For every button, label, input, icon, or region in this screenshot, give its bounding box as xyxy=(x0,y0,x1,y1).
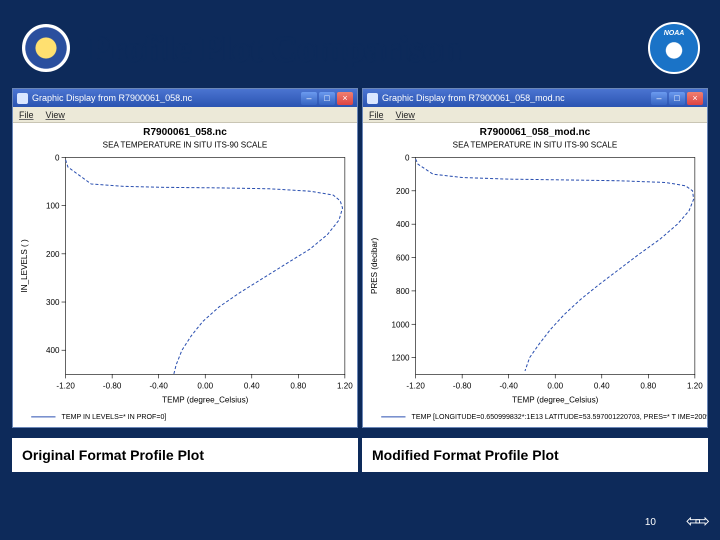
minimize-button[interactable]: – xyxy=(301,92,317,105)
svg-text:400: 400 xyxy=(46,346,60,355)
svg-text:TEMP IN LEVELS=* IN PROF=0]: TEMP IN LEVELS=* IN PROF=0] xyxy=(62,413,167,421)
svg-text:1000: 1000 xyxy=(392,320,410,329)
svg-text:SEA TEMPERATURE IN SITU ITS-90: SEA TEMPERATURE IN SITU ITS-90 SCALE xyxy=(103,140,268,149)
minimize-button[interactable]: – xyxy=(651,92,667,105)
close-button[interactable]: × xyxy=(337,92,353,105)
right-caption: Modified Format Profile Plot xyxy=(362,438,708,472)
window-app-icon xyxy=(367,93,378,104)
svg-text:IN_LEVELS ( ): IN_LEVELS ( ) xyxy=(20,239,29,292)
caption-row: Original Format Profile Plot Modified Fo… xyxy=(12,438,708,472)
svg-text:R7900061_058_mod.nc: R7900061_058_mod.nc xyxy=(480,127,591,138)
right-window-title: Graphic Display from R7900061_058_mod.nc xyxy=(382,93,647,103)
svg-text:0.00: 0.00 xyxy=(547,381,563,390)
right-plot-window: Graphic Display from R7900061_058_mod.nc… xyxy=(362,88,708,428)
svg-text:1.20: 1.20 xyxy=(687,381,703,390)
left-plot-area: R7900061_058.nc SEA TEMPERATURE IN SITU I… xyxy=(13,123,357,427)
svg-text:400: 400 xyxy=(396,220,410,229)
svg-text:0.40: 0.40 xyxy=(594,381,610,390)
svg-text:TEMP (degree_Celsius): TEMP (degree_Celsius) xyxy=(512,396,598,405)
left-caption: Original Format Profile Plot xyxy=(12,438,358,472)
svg-text:300: 300 xyxy=(46,298,60,307)
svg-text:-0.40: -0.40 xyxy=(499,381,518,390)
commerce-seal-logo xyxy=(20,22,72,74)
svg-text:R7900061_058.nc: R7900061_058.nc xyxy=(143,127,227,138)
svg-text:-0.80: -0.80 xyxy=(453,381,472,390)
svg-text:100: 100 xyxy=(46,202,60,211)
svg-text:TEMP (degree_Celsius): TEMP (degree_Celsius) xyxy=(162,396,248,405)
svg-text:200: 200 xyxy=(46,250,60,259)
maximize-button[interactable]: □ xyxy=(319,92,335,105)
svg-text:200: 200 xyxy=(396,187,410,196)
slide-title: Profile Plot Comparison xyxy=(88,28,461,70)
left-window-title: Graphic Display from R7900061_058.nc xyxy=(32,93,297,103)
left-window-titlebar[interactable]: Graphic Display from R7900061_058.nc – □… xyxy=(13,89,357,107)
menu-file[interactable]: File xyxy=(19,110,34,120)
svg-text:-1.20: -1.20 xyxy=(56,381,75,390)
noaa-logo xyxy=(648,22,700,74)
svg-text:SEA TEMPERATURE IN SITU ITS-90: SEA TEMPERATURE IN SITU ITS-90 SCALE xyxy=(453,140,618,149)
svg-text:1200: 1200 xyxy=(392,354,410,363)
svg-text:1.20: 1.20 xyxy=(337,381,353,390)
right-plot-area: R7900061_058_mod.nc SEA TEMPERATURE IN SI… xyxy=(363,123,707,427)
right-window-titlebar[interactable]: Graphic Display from R7900061_058_mod.nc… xyxy=(363,89,707,107)
nav-arrows-icon[interactable]: ⇦⇨ xyxy=(686,511,704,532)
window-app-icon xyxy=(17,93,28,104)
svg-text:-0.40: -0.40 xyxy=(149,381,168,390)
right-window-menubar: File View xyxy=(363,107,707,123)
menu-file[interactable]: File xyxy=(369,110,384,120)
left-plot-window: Graphic Display from R7900061_058.nc – □… xyxy=(12,88,358,428)
svg-text:0.40: 0.40 xyxy=(244,381,260,390)
svg-text:-1.20: -1.20 xyxy=(406,381,425,390)
svg-text:0: 0 xyxy=(405,153,410,162)
svg-text:PRES (decibar): PRES (decibar) xyxy=(370,237,379,294)
svg-text:0.80: 0.80 xyxy=(640,381,656,390)
close-button[interactable]: × xyxy=(687,92,703,105)
menu-view[interactable]: View xyxy=(396,110,415,120)
left-window-menubar: File View xyxy=(13,107,357,123)
comparison-panels: Graphic Display from R7900061_058.nc – □… xyxy=(12,88,708,428)
svg-text:-0.80: -0.80 xyxy=(103,381,122,390)
page-number: 10 xyxy=(645,517,656,528)
svg-text:TEMP [LONGITUDE=0.650999832*:1: TEMP [LONGITUDE=0.650999832*:1E13 LATITU… xyxy=(412,413,707,421)
svg-text:0.00: 0.00 xyxy=(197,381,213,390)
menu-view[interactable]: View xyxy=(46,110,65,120)
svg-text:0.80: 0.80 xyxy=(290,381,306,390)
svg-text:800: 800 xyxy=(396,287,410,296)
svg-text:0: 0 xyxy=(55,153,60,162)
maximize-button[interactable]: □ xyxy=(669,92,685,105)
svg-text:600: 600 xyxy=(396,254,410,263)
